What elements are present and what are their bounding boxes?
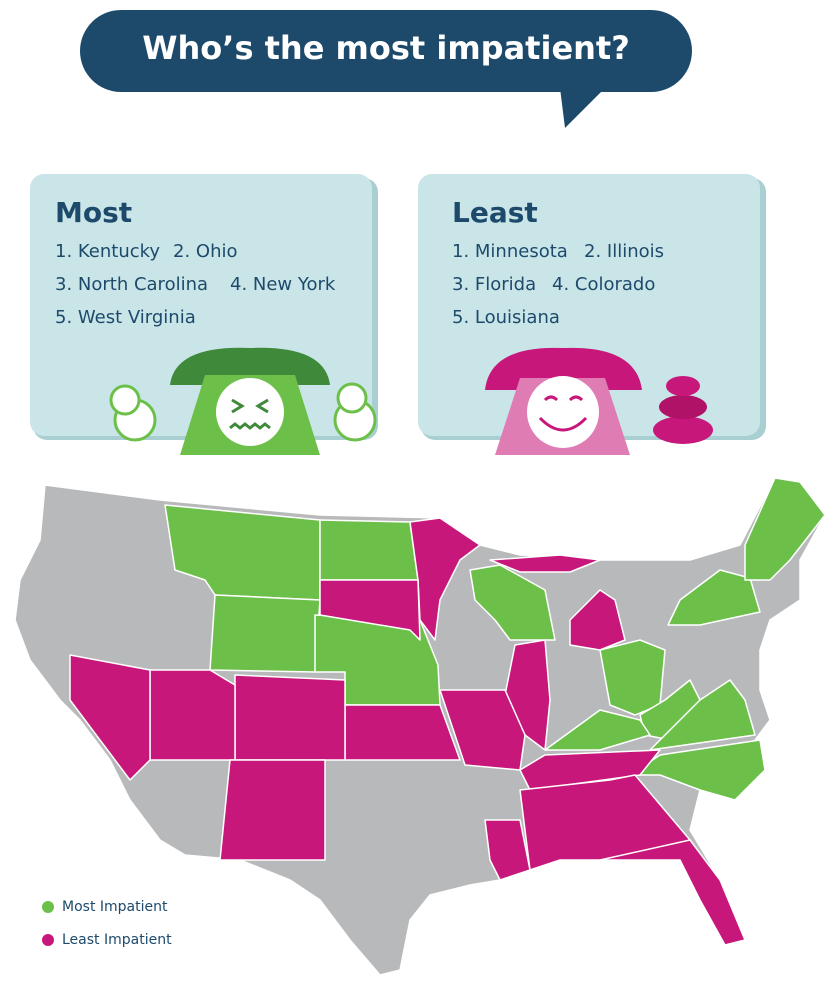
- legend: Most Impatient Least Impatient: [42, 899, 172, 948]
- bubble: [80, 10, 692, 92]
- us-map: [14, 477, 826, 976]
- speech-bubble: Who’s the most impatient?: [80, 10, 692, 128]
- least-states: [69, 517, 746, 946]
- list-item: 2. Ohio: [173, 241, 238, 262]
- list-item: 5. West Virginia: [55, 307, 196, 328]
- most-states: [164, 477, 826, 801]
- most-heading: Most: [55, 196, 132, 229]
- happy-phone: [485, 347, 713, 455]
- list-item: 3. Florida: [452, 274, 536, 295]
- list-item: 4. New York: [230, 274, 336, 295]
- legend-swatch: [42, 901, 54, 913]
- angry-phone: [109, 347, 377, 455]
- list-item: 1. Minnesota: [452, 241, 568, 262]
- list-item: 2. Illinois: [584, 241, 664, 262]
- title: Who’s the most impatient?: [142, 29, 630, 67]
- least-heading: Least: [452, 196, 538, 229]
- legend-label: Most Impatient: [62, 899, 168, 915]
- legend-label: Least Impatient: [62, 932, 172, 948]
- bubble-tail: [560, 88, 605, 128]
- list-item: 5. Louisiana: [452, 307, 560, 328]
- list-item: 1. Kentucky: [55, 241, 160, 262]
- list-item: 3. North Carolina: [55, 274, 208, 295]
- legend-swatch: [42, 934, 54, 946]
- list-item: 4. Colorado: [552, 274, 655, 295]
